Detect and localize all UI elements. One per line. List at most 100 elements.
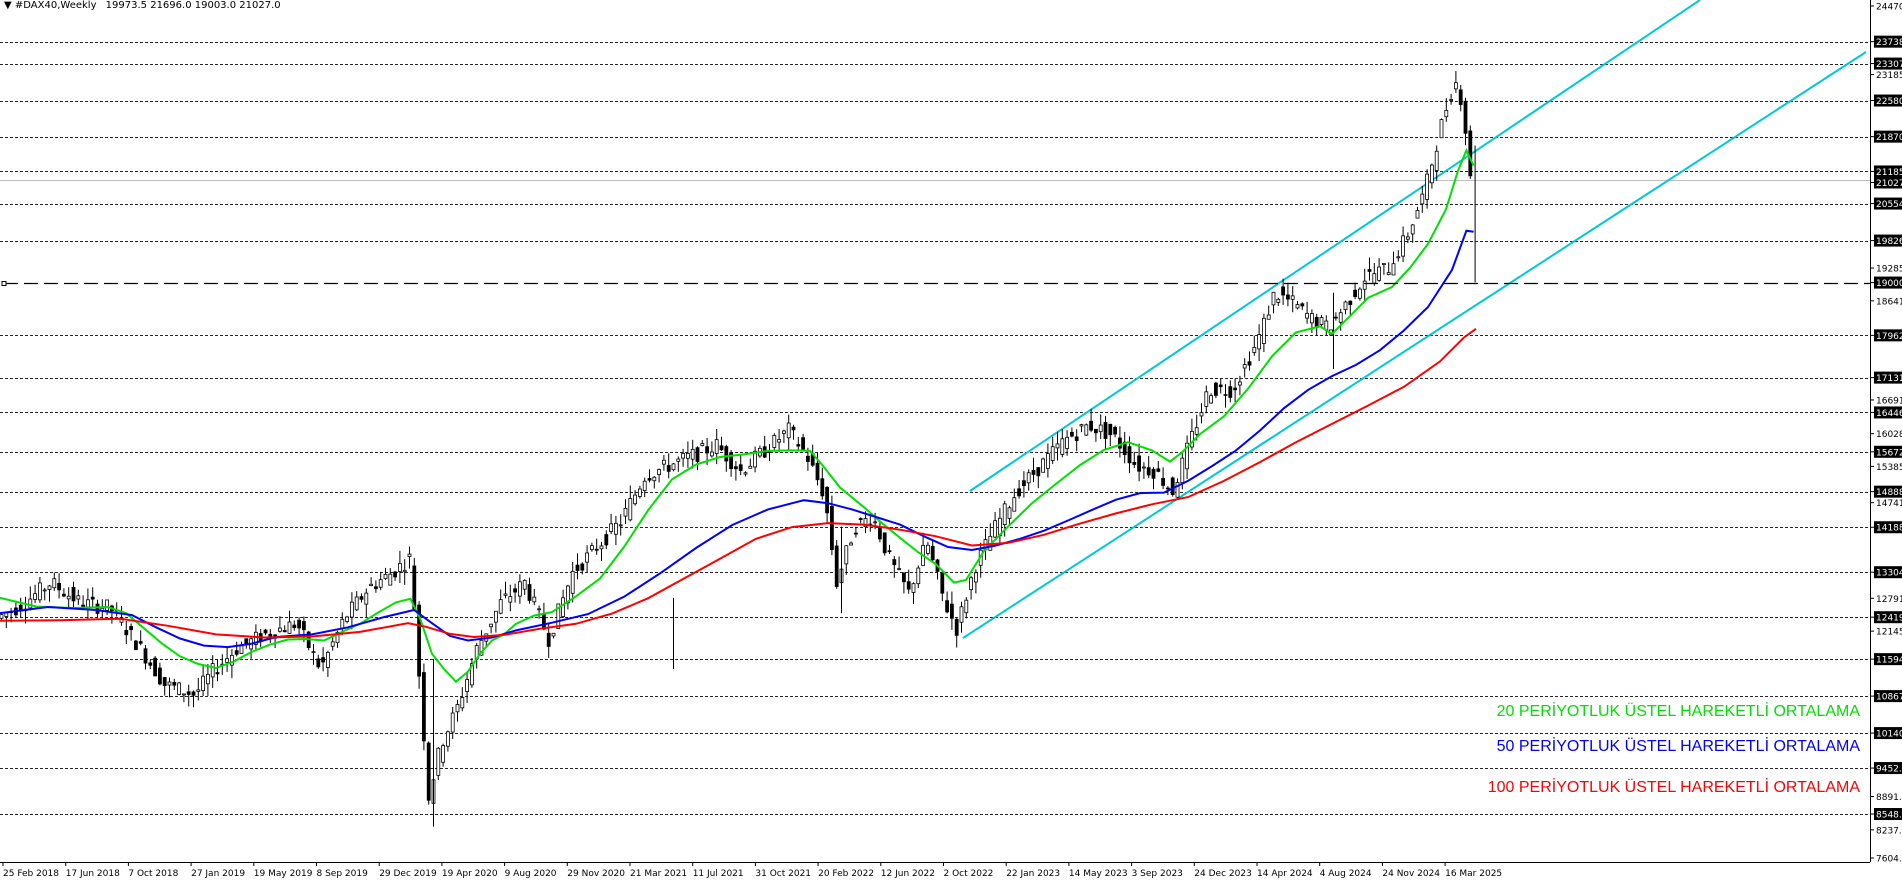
candle-body [690, 448, 695, 460]
candle-body [1108, 423, 1113, 436]
candle-body [441, 745, 446, 763]
candle-body [705, 446, 709, 454]
x-tick-label: 3 Sep 2023 [1132, 869, 1183, 879]
y-label-bg [1874, 406, 1902, 419]
legend-ema50: 50 PERİYOTLUK ÜSTEL HAREKETLİ ORTALAMA [1496, 738, 1860, 755]
x-tick-label: 29 Nov 2020 [567, 869, 625, 879]
candle-body [1257, 334, 1261, 350]
candle-body [1401, 235, 1405, 257]
candle-body [1180, 457, 1185, 483]
candle-body [369, 583, 374, 586]
y-label-bg [1874, 611, 1902, 624]
y-tick-label: 14188 [1876, 524, 1902, 534]
candle-body [594, 548, 599, 551]
candle-body [1170, 477, 1175, 495]
candle-body [1022, 480, 1026, 486]
x-tick-label: 20 Feb 2022 [818, 869, 874, 879]
candle-body [383, 573, 388, 580]
candle-body [1343, 301, 1348, 311]
candle-body [590, 545, 594, 550]
candle-body [1233, 387, 1237, 391]
candle-body [1358, 288, 1362, 299]
horizontal-levels [0, 42, 1870, 815]
candle-body [902, 572, 906, 583]
candle-body [734, 466, 738, 470]
x-tick-label: 11 Jul 2021 [693, 869, 744, 879]
candle-body [325, 651, 330, 668]
candle-body [1214, 382, 1218, 396]
candle-body [42, 589, 47, 592]
candle-body [825, 486, 829, 514]
x-tick-label: 29 Dec 2019 [379, 869, 437, 879]
candle-body [1305, 312, 1309, 319]
x-tick-label: 14 May 2023 [1069, 869, 1128, 879]
y-label-bg [1874, 485, 1902, 498]
y-label-bg [1874, 762, 1902, 775]
candle-body [1166, 487, 1170, 490]
legend-ema100: 100 PERİYOTLUK ÜSTEL HAREKETLİ ORTALAMA [1487, 779, 1860, 796]
candle-body [1300, 303, 1305, 307]
candle-body [1242, 364, 1247, 369]
candle-body [820, 478, 825, 497]
candle-body [585, 552, 589, 563]
candle-body [86, 599, 90, 608]
candle-body [297, 619, 302, 629]
ema100-line [0, 327, 1477, 639]
key-level-handle [1, 281, 7, 286]
candle-body [1396, 256, 1401, 259]
candle-body [618, 524, 623, 527]
y-tick-label: 18641 [1876, 297, 1902, 307]
candle-body [930, 545, 935, 561]
x-tick-label: 19 May 2019 [254, 869, 313, 879]
candle-body [873, 521, 877, 524]
candle-body [503, 593, 508, 596]
candle-body [1055, 443, 1060, 449]
candle-body [417, 604, 422, 677]
candle-body [834, 545, 839, 587]
candle-body [1070, 431, 1074, 437]
candle-body [887, 550, 892, 553]
x-tick-label: 7 Oct 2018 [128, 869, 178, 879]
y-tick-label: 8237.0 [1876, 826, 1902, 836]
x-tick-label: 25 Feb 2018 [3, 869, 59, 879]
y-label-bg [1874, 130, 1902, 143]
candle-body [129, 626, 134, 631]
y-tick-label: 19000 [1876, 279, 1902, 289]
candle-body [609, 523, 613, 532]
candle-body [1247, 361, 1252, 366]
y-tick-label: 15672 [1876, 448, 1902, 458]
candle-body [1204, 391, 1209, 407]
x-tick-label: 31 Oct 2021 [755, 869, 811, 879]
candle-body [522, 580, 527, 590]
candle-body [62, 593, 66, 597]
candle-body [815, 462, 820, 481]
candle-body [465, 679, 470, 692]
candle-body [0, 614, 4, 619]
candle-body [1118, 437, 1122, 449]
candle-body [1377, 266, 1381, 281]
candle-body [508, 596, 513, 603]
candle-body [421, 672, 426, 742]
candle-body [1353, 289, 1357, 298]
candle-body [1002, 503, 1007, 525]
candle-body [95, 603, 100, 614]
candle-body [393, 571, 398, 578]
candle-body [1290, 295, 1295, 300]
y-tick-label: 19285 [1876, 265, 1902, 275]
x-axis: 25 Feb 2018 17 Jun 2018 7 Oct 2018 27 Jan 2… [2, 862, 1502, 879]
candle-body [340, 618, 345, 629]
candle-body [748, 465, 753, 469]
candle-body [28, 598, 33, 609]
candle-body [460, 697, 465, 709]
candle-body [993, 520, 997, 538]
candle-body [1137, 455, 1141, 472]
candle-body [52, 578, 57, 589]
candle-body [354, 596, 359, 611]
chart-menu-icon[interactable]: ▼ [4, 0, 12, 11]
candle-body [1367, 269, 1372, 272]
candle-body [407, 553, 412, 557]
candle-body [1420, 193, 1425, 205]
x-tick-label: 8 Sep 2019 [317, 869, 369, 879]
